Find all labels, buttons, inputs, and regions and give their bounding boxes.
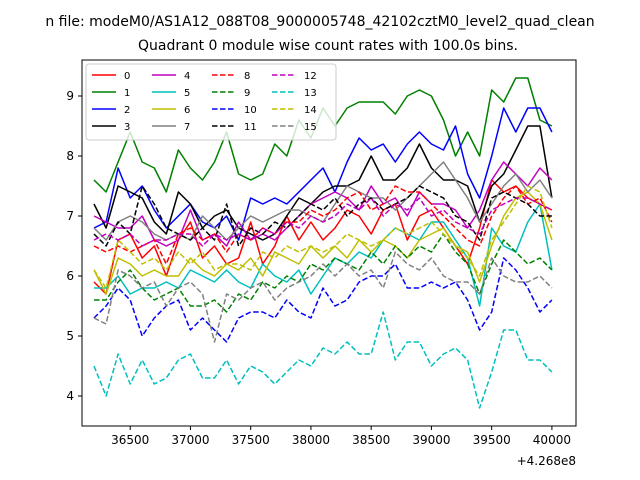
x-tick-label: 40000 [533,433,571,447]
y-tick-label: 6 [66,269,74,283]
series-line-8 [93,185,553,265]
series-line-4 [93,161,553,247]
y-tick-label: 9 [66,89,74,103]
x-tick-label: 37500 [232,433,270,447]
legend-label-10: 10 [244,105,257,116]
legend-label-7: 7 [184,122,190,133]
series-line-12 [93,197,553,247]
series-line-15 [93,251,553,343]
x-tick-label: 37000 [171,433,209,447]
x-tick-label: 38500 [352,433,390,447]
series-group [93,77,553,409]
series-line-3 [93,125,553,241]
series-line-5 [94,203,553,307]
legend-label-8: 8 [244,71,250,82]
legend-label-2: 2 [124,105,130,116]
x-tick-label: 39500 [473,433,511,447]
legend-label-6: 6 [184,105,190,116]
legend-label-1: 1 [124,88,130,99]
y-tick-label: 4 [66,389,74,403]
series-line-0 [93,179,553,295]
x-tick-label: 38000 [292,433,330,447]
legend-label-13: 13 [304,88,317,99]
plot-frame [81,59,577,427]
series-line-6 [93,191,553,295]
y-tick-label: 8 [66,149,74,163]
series-line-11 [93,185,552,247]
legend-label-9: 9 [244,88,250,99]
chart-title: Quadrant 0 module wise count rates with … [138,38,518,54]
legend-box [85,63,337,141]
series-line-13 [93,311,553,409]
figure-suptitle: n file: modeM0/AS1A12_088T08_9000005748_… [45,14,594,30]
legend-label-15: 15 [304,122,317,133]
x-tick-label: 39000 [412,433,450,447]
x-axis-offset-label: +4.268e8 [517,454,576,468]
legend-label-14: 14 [304,105,317,116]
series-line-14 [93,185,553,289]
x-tick-label: 36500 [111,433,149,447]
y-tick-label: 5 [66,329,74,343]
legend-label-3: 3 [124,122,130,133]
legend-label-12: 12 [304,71,317,82]
legend-label-4: 4 [184,71,190,82]
x-axis: 36500 37000 37500 38000 38500 39000 39500 40000 [111,426,571,447]
y-tick-label: 7 [66,209,74,223]
series-line-2 [93,107,553,241]
legend-label-0: 0 [124,71,130,82]
y-axis: 4 5 6 7 8 9 [66,89,82,403]
series-line-10 [93,257,553,343]
legend-label-11: 11 [244,122,257,133]
series-line-9 [94,233,553,313]
legend-label-5: 5 [184,88,190,99]
